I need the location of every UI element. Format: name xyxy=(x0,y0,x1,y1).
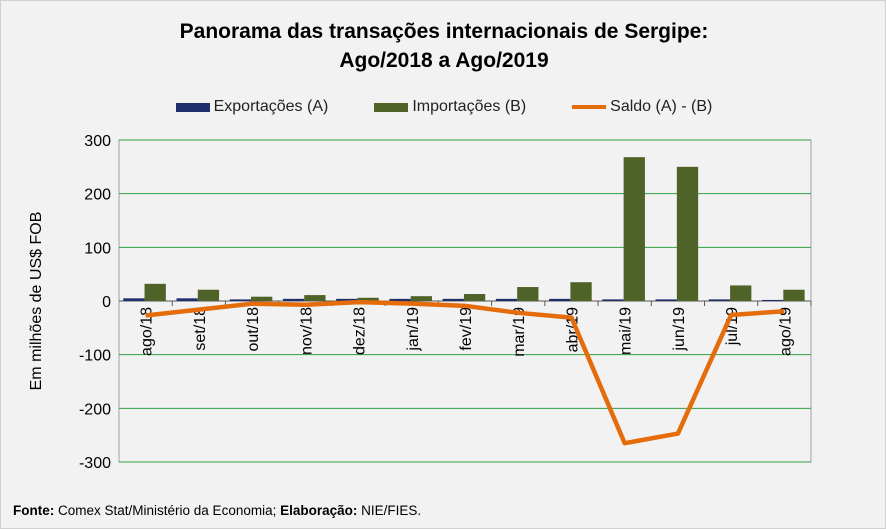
title-line-2: Ago/2018 a Ago/2019 xyxy=(339,49,549,72)
y-tick-label: 200 xyxy=(84,187,111,204)
bar-exportacoes xyxy=(549,298,571,301)
bar-importacoes xyxy=(517,287,539,301)
line-saldo xyxy=(145,299,785,446)
x-tick-label: fev/19 xyxy=(458,307,475,351)
legend-item-saldo: Saldo (A) - (B) xyxy=(572,98,712,116)
y-tick-label: 100 xyxy=(84,240,111,257)
x-tick-label: nov/18 xyxy=(298,307,315,355)
source-text: Comex Stat/Ministério da Economia; xyxy=(54,503,281,518)
legend-label: Importações (B) xyxy=(412,98,527,115)
x-tick-label: ago/18 xyxy=(139,307,156,356)
bar-importacoes xyxy=(144,283,166,301)
bar-exportacoes xyxy=(602,299,624,301)
bar-importacoes xyxy=(410,296,432,301)
x-tick-label: jun/19 xyxy=(671,307,688,352)
bar-exportacoes xyxy=(123,298,145,301)
legend: Exportações (A) Importações (B) Saldo (A… xyxy=(1,98,885,116)
legend-label: Saldo (A) - (B) xyxy=(610,98,713,115)
legend-label: Exportações (A) xyxy=(213,98,329,115)
legend-swatch xyxy=(374,102,409,112)
legend-swatch xyxy=(572,105,607,109)
x-tick-label: set/18 xyxy=(192,307,209,351)
x-tick-label: out/18 xyxy=(245,307,262,352)
bar-exportacoes xyxy=(708,299,731,301)
y-tick-label: -100 xyxy=(79,348,111,365)
x-tick-label: mai/19 xyxy=(618,307,635,355)
bar-importacoes xyxy=(783,289,805,301)
legend-item-exportacoes: Exportações (A) xyxy=(175,98,329,116)
bar-exportacoes xyxy=(762,299,784,301)
x-tick-label: jan/19 xyxy=(405,307,422,352)
bar-exportacoes xyxy=(655,299,677,301)
bar-exportacoes xyxy=(442,298,464,301)
bar-importacoes xyxy=(623,157,645,301)
title-line-1: Panorama das transações internacionais d… xyxy=(179,20,709,43)
elaboration-text: NIE/FIES. xyxy=(357,503,422,518)
x-tick-label: dez/18 xyxy=(352,307,369,355)
bar-importacoes xyxy=(676,166,699,301)
source-label: Fonte: xyxy=(13,503,55,518)
source-note: Fonte: Comex Stat/Ministério da Economia… xyxy=(13,503,421,518)
bar-importacoes xyxy=(730,285,752,301)
y-tick-label: -200 xyxy=(79,401,111,418)
bar-importacoes xyxy=(304,295,326,301)
y-axis-label: Em milhões de US$ FOB xyxy=(28,212,45,391)
x-tick-label: mar/19 xyxy=(511,307,528,357)
bar-importacoes xyxy=(570,282,592,301)
bar-exportacoes xyxy=(495,298,518,301)
legend-swatch xyxy=(175,102,210,112)
bar-importacoes xyxy=(251,296,273,301)
bar-importacoes xyxy=(463,294,486,301)
x-tick-label: ago/19 xyxy=(777,307,794,356)
y-tick-label: 300 xyxy=(84,133,111,150)
legend-item-importacoes: Importações (B) xyxy=(374,98,526,116)
y-tick-label: 0 xyxy=(102,294,111,311)
bar-exportacoes xyxy=(176,298,198,301)
bar-importacoes xyxy=(357,297,379,301)
bar-exportacoes xyxy=(282,298,305,301)
y-tick-label: -300 xyxy=(79,455,111,472)
chart-title: Panorama das transações internacionais d… xyxy=(1,17,885,75)
bar-exportacoes xyxy=(389,298,411,301)
bar-exportacoes xyxy=(336,298,358,301)
elaboration-label: Elaboração: xyxy=(280,503,358,518)
bar-exportacoes xyxy=(229,299,252,301)
bar-importacoes xyxy=(197,289,220,301)
